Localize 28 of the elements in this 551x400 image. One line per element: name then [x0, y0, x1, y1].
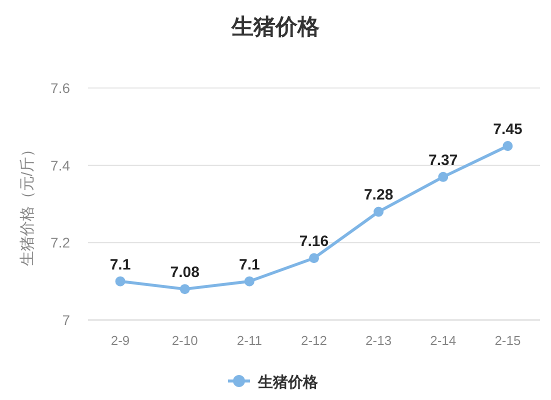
data-label: 7.16 [299, 233, 329, 250]
point [309, 253, 319, 264]
x-tick-label: 2-9 [110, 333, 130, 348]
point [438, 172, 448, 182]
y-tick-label: 7 [62, 312, 70, 328]
data-label: 7.37 [428, 152, 458, 169]
point [180, 284, 190, 294]
data-label: 7.1 [110, 256, 131, 274]
x-tick-label: 2-12 [300, 333, 328, 348]
chart-title: 生猪价格 [230, 14, 320, 39]
y-tick-label: 7.2 [50, 234, 70, 251]
x-tick-label: 2-11 [236, 333, 262, 348]
data-label: 7.45 [493, 121, 522, 138]
y-tick-label: 7.4 [50, 157, 70, 174]
x-tick-label: 2-14 [430, 333, 456, 348]
x-tick-label: 2-10 [172, 333, 198, 348]
y-tick-label: 7.6 [50, 80, 70, 96]
data-label: 7.08 [170, 264, 200, 282]
x-tick-label: 2-15 [494, 333, 521, 348]
y-axis-title: 生猪价格（元/斤） [19, 142, 36, 266]
data-label: 7.1 [239, 256, 260, 274]
data-label: 7.28 [364, 186, 394, 204]
point [374, 206, 384, 217]
point [244, 276, 254, 286]
point [115, 276, 126, 286]
point [502, 141, 513, 151]
legend-label: 生猪价格 [257, 374, 319, 391]
x-tick-label: 2-13 [366, 333, 392, 348]
